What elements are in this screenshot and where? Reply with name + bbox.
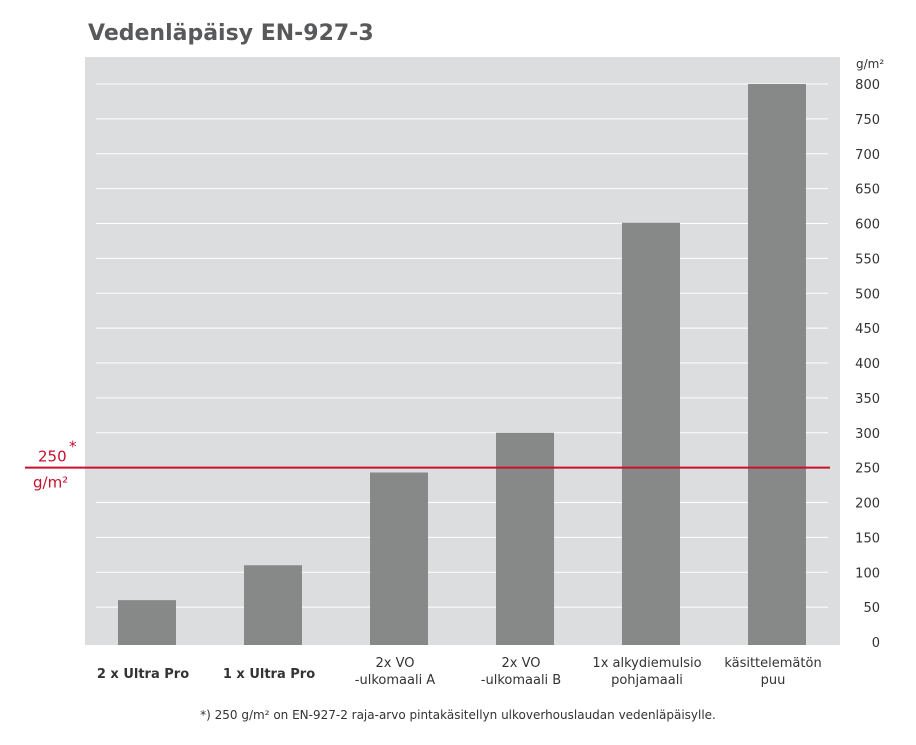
reference-line-group: 250*g/m²: [25, 438, 830, 492]
bar: [622, 222, 680, 646]
x-category-label: 1x alkydiemulsio pohjamaali: [592, 656, 701, 688]
y-tick-label: 150: [855, 531, 880, 546]
y-tick-label: 450: [855, 322, 880, 337]
y-tick-label: 700: [855, 148, 880, 163]
y-axis-unit: g/m²: [856, 57, 884, 71]
x-axis-labels: 2 x Ultra Pro 1 x Ultra Pro 2x VO -ulkomaal…: [97, 656, 822, 688]
y-tick-label: 400: [855, 357, 880, 372]
bar: [118, 600, 176, 645]
x-category-label: käsittelemätön puu: [724, 656, 821, 688]
reference-line-unit: g/m²: [33, 474, 68, 492]
reference-line-marker: *: [69, 438, 77, 456]
y-tick-label: 50: [863, 601, 880, 616]
y-axis-ticks: 0 50 100 150 200 250 300 350 400 450 500 550 600 650 7…: [855, 78, 880, 651]
y-tick-label: 200: [855, 497, 880, 512]
bar: [496, 432, 554, 645]
y-tick-label: 250: [855, 462, 880, 477]
y-tick-label: 750: [855, 113, 880, 128]
y-tick-label: 0: [872, 636, 880, 651]
reference-line-value: 250: [38, 448, 67, 466]
chart-title: Vedenläpäisy EN-927-3: [88, 21, 374, 46]
plot-background: [85, 57, 840, 645]
x-category-label: 1 x Ultra Pro: [223, 667, 315, 682]
y-tick-label: 100: [855, 566, 880, 581]
y-tick-label: 650: [855, 183, 880, 198]
y-tick-label: 350: [855, 392, 880, 407]
footnote: *) 250 g/m² on EN-927-2 raja-arvo pintak…: [200, 708, 716, 722]
bar: [748, 84, 806, 645]
y-tick-label: 550: [855, 252, 880, 267]
x-category-label: 2x VO -ulkomaali A: [355, 656, 436, 688]
y-tick-label: 600: [855, 218, 880, 233]
y-tick-label: 300: [855, 427, 880, 442]
bar: [370, 472, 428, 645]
y-tick-label: 500: [855, 287, 880, 302]
bar: [244, 565, 302, 645]
x-category-label: 2x VO -ulkomaali B: [481, 656, 561, 688]
y-tick-label: 800: [855, 78, 880, 93]
x-category-label: 2 x Ultra Pro: [97, 667, 189, 682]
